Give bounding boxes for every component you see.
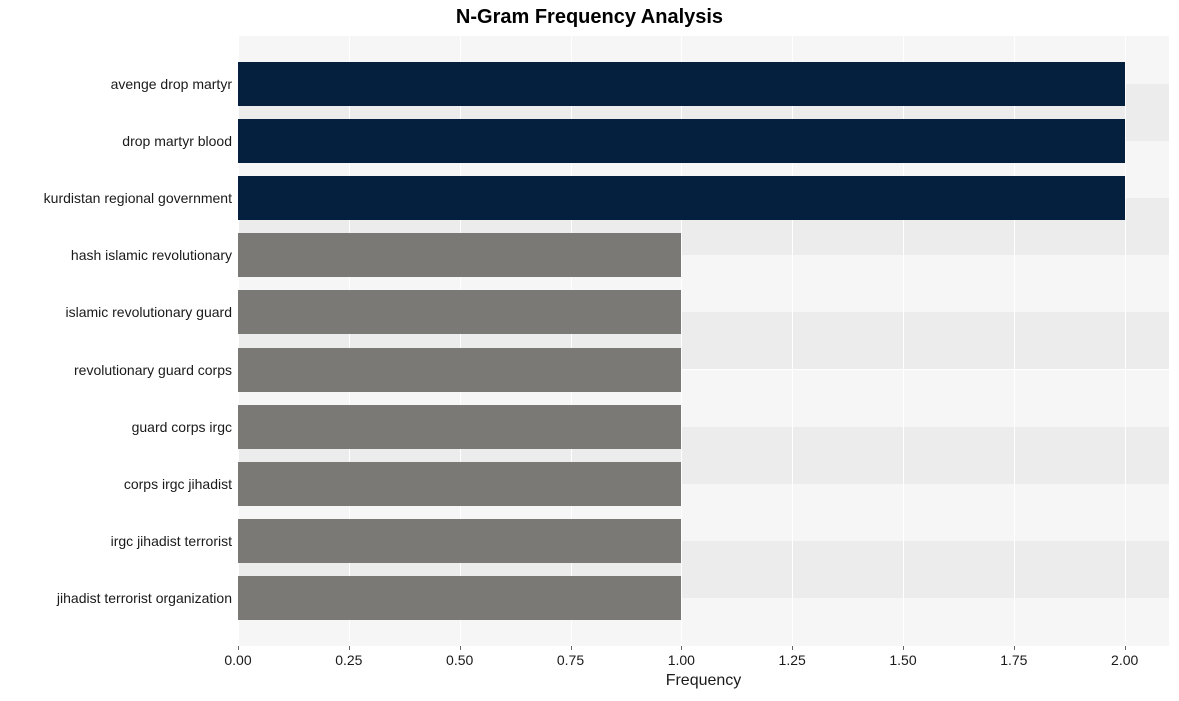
y-tick-label: revolutionary guard corps xyxy=(74,362,238,378)
y-tick-label: corps irgc jihadist xyxy=(124,476,238,492)
x-tick-mark xyxy=(792,646,793,650)
bar xyxy=(238,62,1125,106)
x-tick-mark xyxy=(681,646,682,650)
plot-area: Frequency avenge drop martyrdrop martyr … xyxy=(238,36,1169,646)
x-tick-mark xyxy=(349,646,350,650)
x-tick-mark xyxy=(903,646,904,650)
bar xyxy=(238,119,1125,163)
y-tick-label: jihadist terrorist organization xyxy=(57,590,238,606)
x-tick-mark xyxy=(1014,646,1015,650)
bar xyxy=(238,290,681,334)
ngram-frequency-chart: N-Gram Frequency Analysis Frequency aven… xyxy=(0,0,1179,701)
y-tick-label: hash islamic revolutionary xyxy=(71,247,238,263)
y-tick-label: kurdistan regional government xyxy=(44,190,238,206)
x-tick-mark xyxy=(1125,646,1126,650)
x-tick-mark xyxy=(571,646,572,650)
y-tick-label: guard corps irgc xyxy=(132,419,238,435)
gridline xyxy=(1125,36,1126,646)
x-tick-mark xyxy=(238,646,239,650)
y-tick-label: drop martyr blood xyxy=(122,133,238,149)
bar xyxy=(238,348,681,392)
bar xyxy=(238,462,681,506)
bar xyxy=(238,233,681,277)
x-tick-mark xyxy=(460,646,461,650)
bar xyxy=(238,576,681,620)
y-tick-label: irgc jihadist terrorist xyxy=(111,533,238,549)
bar xyxy=(238,405,681,449)
y-tick-label: avenge drop martyr xyxy=(111,76,238,92)
bar xyxy=(238,519,681,563)
chart-title: N-Gram Frequency Analysis xyxy=(0,6,1179,29)
y-tick-label: islamic revolutionary guard xyxy=(65,304,238,320)
bar xyxy=(238,176,1125,220)
